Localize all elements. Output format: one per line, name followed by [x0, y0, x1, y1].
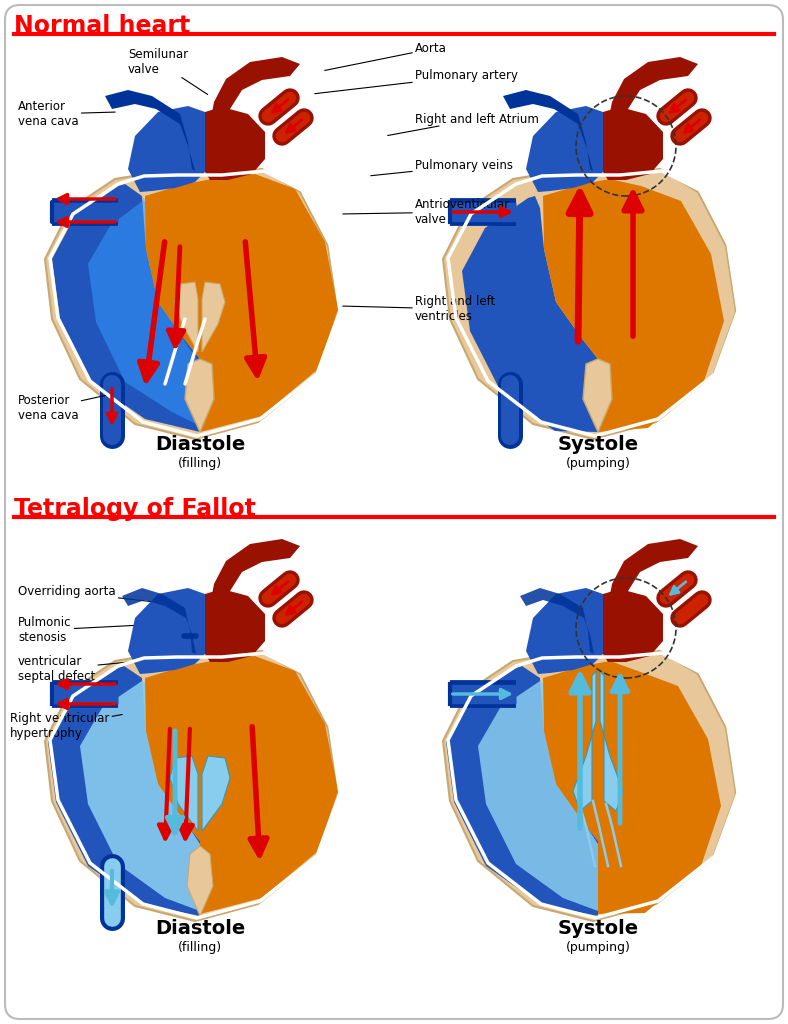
FancyBboxPatch shape	[5, 5, 783, 1019]
Polygon shape	[606, 57, 698, 166]
Polygon shape	[208, 539, 300, 648]
Text: Diastole: Diastole	[155, 435, 245, 454]
Text: Pulmonic
stenosis: Pulmonic stenosis	[18, 616, 159, 644]
Text: Anterior
vena cava: Anterior vena cava	[18, 100, 115, 128]
Text: (pumping): (pumping)	[566, 941, 630, 954]
Text: Systole: Systole	[557, 919, 638, 938]
Text: Semilunar
valve: Semilunar valve	[128, 48, 208, 94]
Polygon shape	[202, 282, 225, 352]
Polygon shape	[105, 90, 195, 171]
Polygon shape	[526, 106, 603, 193]
Text: (pumping): (pumping)	[566, 457, 630, 470]
Polygon shape	[128, 106, 205, 193]
Polygon shape	[526, 588, 603, 674]
Text: Right and left Atrium: Right and left Atrium	[388, 113, 539, 135]
Text: Overriding aorta: Overriding aorta	[18, 586, 188, 605]
Polygon shape	[606, 539, 698, 648]
Polygon shape	[175, 282, 198, 352]
Polygon shape	[543, 662, 721, 914]
Text: Posterior
vena cava: Posterior vena cava	[18, 394, 110, 422]
Polygon shape	[45, 169, 338, 439]
Polygon shape	[145, 174, 338, 432]
Polygon shape	[80, 679, 200, 911]
Text: Right ventricular
hypertrophy: Right ventricular hypertrophy	[10, 712, 122, 740]
Polygon shape	[443, 169, 736, 439]
Polygon shape	[443, 651, 736, 921]
Polygon shape	[503, 90, 593, 171]
Polygon shape	[600, 671, 623, 811]
Text: Aorta: Aorta	[325, 43, 447, 71]
Polygon shape	[478, 679, 598, 911]
Text: Right and left
ventricles: Right and left ventricles	[343, 295, 495, 323]
Polygon shape	[145, 656, 338, 914]
Polygon shape	[603, 589, 663, 662]
Polygon shape	[208, 57, 300, 166]
Text: Systole: Systole	[557, 435, 638, 454]
Text: Normal heart: Normal heart	[14, 14, 190, 38]
Text: Antrioventicular
valve: Antrioventicular valve	[343, 198, 510, 226]
Polygon shape	[202, 756, 230, 831]
Polygon shape	[52, 184, 200, 432]
Polygon shape	[88, 196, 200, 426]
Polygon shape	[205, 589, 265, 662]
Text: ventricular
septal defect: ventricular septal defect	[18, 655, 189, 683]
Polygon shape	[583, 359, 612, 432]
Polygon shape	[573, 671, 596, 811]
Polygon shape	[45, 651, 338, 921]
Polygon shape	[122, 588, 196, 654]
Polygon shape	[520, 588, 594, 654]
Polygon shape	[128, 588, 205, 674]
Text: (filling): (filling)	[178, 941, 222, 954]
Polygon shape	[205, 106, 265, 180]
Polygon shape	[462, 196, 598, 432]
Text: Tetralogy of Fallot: Tetralogy of Fallot	[14, 497, 256, 521]
Polygon shape	[187, 846, 213, 916]
Polygon shape	[603, 106, 663, 180]
Text: (filling): (filling)	[178, 457, 222, 470]
Polygon shape	[185, 359, 214, 432]
Polygon shape	[446, 666, 598, 916]
Text: Pulmonary artery: Pulmonary artery	[314, 70, 518, 93]
Polygon shape	[543, 179, 724, 432]
Text: Pulmonary veins: Pulmonary veins	[371, 160, 513, 176]
Polygon shape	[170, 756, 198, 831]
Polygon shape	[48, 666, 200, 916]
Text: Diastole: Diastole	[155, 919, 245, 938]
